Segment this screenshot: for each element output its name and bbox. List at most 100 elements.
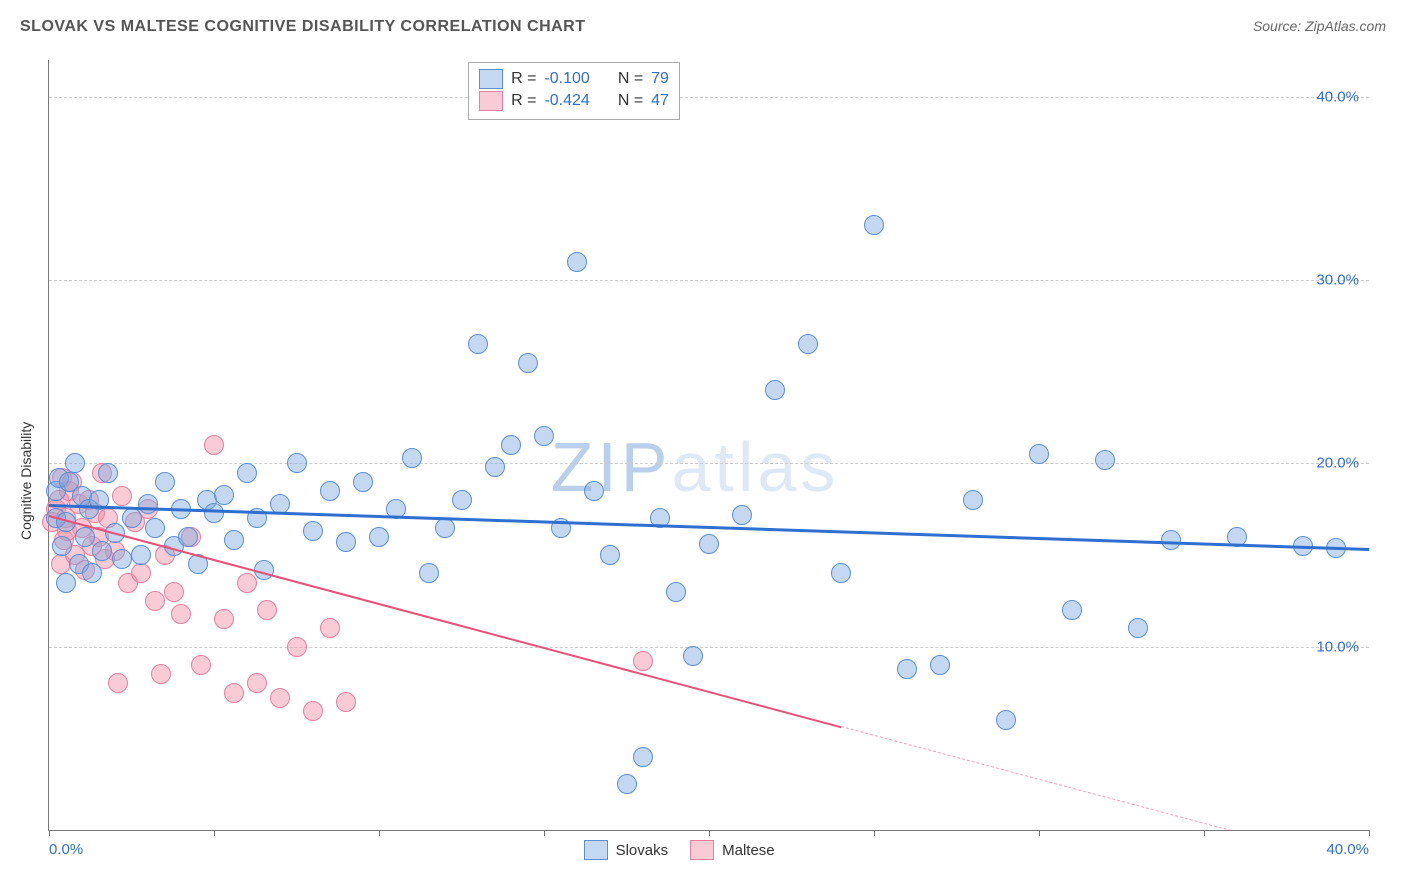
slovaks-marker — [683, 646, 703, 666]
legend-item-slovaks: Slovaks — [584, 840, 669, 860]
grid-line — [49, 97, 1369, 98]
maltese-marker — [237, 573, 257, 593]
slovaks-marker — [178, 527, 198, 547]
r-value: -0.424 — [544, 92, 589, 110]
n-value: 47 — [651, 92, 669, 110]
slovaks-marker — [831, 563, 851, 583]
correlation-legend: R =-0.100N =79R =-0.424N =47 — [468, 62, 680, 120]
x-tick-label: 40.0% — [1326, 841, 1369, 858]
source-attribution: Source: ZipAtlas.com — [1253, 18, 1386, 34]
slovaks-marker — [204, 503, 224, 523]
slovaks-marker — [92, 541, 112, 561]
r-label: R = — [511, 70, 536, 88]
slovaks-marker — [1029, 444, 1049, 464]
slovaks-marker — [303, 521, 323, 541]
slovaks-marker — [353, 472, 373, 492]
maltese-marker — [303, 701, 323, 721]
slovaks-marker — [52, 536, 72, 556]
slovaks-marker — [864, 215, 884, 235]
maltese-marker — [287, 637, 307, 657]
grid-line — [49, 280, 1369, 281]
slovaks-marker — [765, 380, 785, 400]
trend-line — [49, 515, 842, 728]
slovaks-marker — [567, 252, 587, 272]
slovaks-marker — [633, 747, 653, 767]
slovaks-marker — [75, 527, 95, 547]
scatter-plot-area: ZIPatlas 10.0%20.0%30.0%40.0%0.0%40.0%R … — [48, 60, 1369, 831]
maltese-marker — [171, 604, 191, 624]
slovaks-marker — [287, 453, 307, 473]
slovaks-marker — [214, 485, 234, 505]
n-label: N = — [618, 92, 643, 110]
slovaks-marker — [468, 334, 488, 354]
legend-label: Slovaks — [616, 842, 669, 859]
slovaks-marker — [485, 457, 505, 477]
maltese-marker — [633, 651, 653, 671]
slovaks-marker — [402, 448, 422, 468]
maltese-swatch — [690, 840, 714, 860]
x-tick — [49, 830, 50, 836]
slovaks-marker — [131, 545, 151, 565]
y-tick-label: 40.0% — [1316, 88, 1359, 105]
slovaks-marker — [155, 472, 175, 492]
grid-line — [49, 647, 1369, 648]
maltese-marker — [336, 692, 356, 712]
maltese-marker — [247, 673, 267, 693]
slovaks-marker — [1062, 600, 1082, 620]
slovaks-marker — [534, 426, 554, 446]
y-axis-title: Cognitive Disability — [18, 422, 34, 540]
maltese-marker — [224, 683, 244, 703]
slovaks-marker — [930, 655, 950, 675]
x-tick-label: 0.0% — [49, 841, 83, 858]
x-tick — [544, 830, 545, 836]
maltese-marker — [257, 600, 277, 620]
slovaks-marker — [320, 481, 340, 501]
slovaks-marker — [1095, 450, 1115, 470]
slovaks-marker — [138, 494, 158, 514]
x-tick — [709, 830, 710, 836]
legend-label: Maltese — [722, 842, 775, 859]
slovaks-marker — [732, 505, 752, 525]
maltese-marker — [214, 609, 234, 629]
maltese-swatch — [479, 91, 503, 111]
x-tick — [214, 830, 215, 836]
maltese-marker — [151, 664, 171, 684]
slovaks-marker — [82, 563, 102, 583]
slovaks-marker — [112, 549, 132, 569]
legend-row-slovaks: R =-0.100N =79 — [479, 69, 669, 89]
n-value: 79 — [651, 70, 669, 88]
x-tick — [1369, 830, 1370, 836]
maltese-marker — [320, 618, 340, 638]
slovaks-marker — [996, 710, 1016, 730]
slovaks-marker — [1128, 618, 1148, 638]
slovaks-marker — [56, 573, 76, 593]
maltese-marker — [164, 582, 184, 602]
y-tick-label: 10.0% — [1316, 638, 1359, 655]
series-legend: Slovaks Maltese — [584, 840, 775, 860]
slovaks-marker — [666, 582, 686, 602]
r-value: -0.100 — [544, 70, 589, 88]
slovaks-marker — [452, 490, 472, 510]
slovaks-marker — [237, 463, 257, 483]
slovaks-marker — [369, 527, 389, 547]
maltese-marker — [131, 563, 151, 583]
maltese-marker — [191, 655, 211, 675]
slovaks-marker — [145, 518, 165, 538]
slovaks-marker — [501, 435, 521, 455]
x-tick — [874, 830, 875, 836]
maltese-marker — [108, 673, 128, 693]
slovaks-marker — [617, 774, 637, 794]
y-tick-label: 30.0% — [1316, 272, 1359, 289]
x-tick — [1039, 830, 1040, 836]
slovaks-swatch — [584, 840, 608, 860]
slovaks-marker — [65, 453, 85, 473]
trend-line — [841, 726, 1232, 831]
slovaks-swatch — [479, 69, 503, 89]
maltese-marker — [270, 688, 290, 708]
slovaks-marker — [699, 534, 719, 554]
slovaks-marker — [600, 545, 620, 565]
slovaks-marker — [435, 518, 455, 538]
maltese-marker — [145, 591, 165, 611]
slovaks-marker — [584, 481, 604, 501]
r-label: R = — [511, 92, 536, 110]
